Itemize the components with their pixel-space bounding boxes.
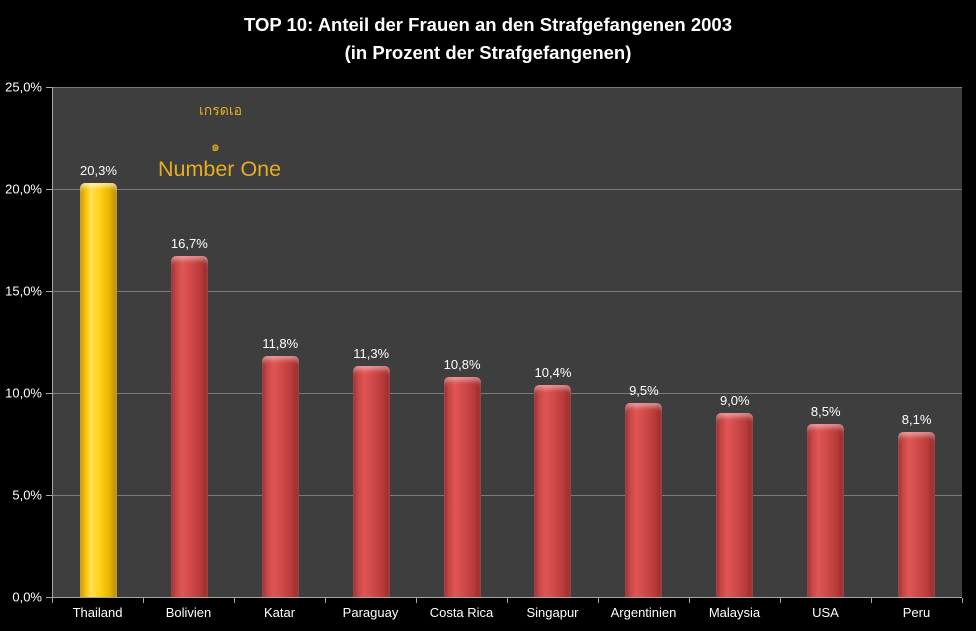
bar-series: 20,3% 16,7% 11,8% 11,3% 10,8% 10,4% 9,5% 9,0% 8,… [53, 87, 962, 597]
x-label-singapur: Singapur [526, 605, 579, 620]
chart-title-line2: (in Prozent der Strafgefangenen) [344, 42, 632, 63]
y-tick-mark [46, 189, 52, 190]
x-tick-mark [780, 598, 781, 603]
x-tick-mark [325, 598, 326, 603]
bar-slot-bolivien: 16,7% [144, 87, 235, 597]
bar-value-label: 10,4% [534, 364, 572, 380]
x-axis-ticks [52, 598, 963, 603]
y-tick-label: 25,0% [5, 79, 42, 95]
bar-slot-paraguay: 11,3% [326, 87, 417, 597]
y-tick-mark [46, 87, 52, 88]
bar-value-label: 16,7% [170, 236, 208, 252]
x-label-malaysia: Malaysia [708, 605, 761, 620]
annotation-thai-numeral-one: ๑ [211, 138, 220, 154]
x-label-costa-rica: Costa Rica [429, 605, 494, 620]
bar-value-label: 8,1% [901, 411, 932, 427]
x-tick-mark [234, 598, 235, 603]
y-axis: 0,0% 5,0% 10,0% 15,0% 20,0% 25,0% [0, 80, 52, 605]
x-tick-mark [143, 598, 144, 603]
bar-slot-katar: 11,8% [235, 87, 326, 597]
x-label-katar: Katar [263, 605, 296, 620]
bar-costa-rica [443, 376, 481, 597]
y-tick-mark [46, 597, 52, 598]
y-tick-label: 15,0% [5, 283, 42, 299]
bar-slot-costa-rica: 10,8% [417, 87, 508, 597]
y-tick-label: 0,0% [12, 589, 42, 605]
x-label-usa: USA [812, 605, 839, 620]
bar-bolivien [170, 256, 208, 597]
bar-value-label: 11,8% [262, 336, 299, 352]
bar-peru [898, 431, 936, 597]
x-tick-mark [962, 598, 963, 603]
bar-slot-singapur: 10,4% [508, 87, 599, 597]
x-tick-mark [871, 598, 872, 603]
y-tick-label: 10,0% [5, 385, 42, 401]
gridline [53, 393, 962, 394]
annotation-number-one: Number One [158, 157, 282, 181]
bar-slot-argentinien: 9,5% [598, 87, 689, 597]
bar-singapur [534, 384, 572, 597]
chart-title-block: TOP 10: Anteil der Frauen an den Strafge… [0, 11, 976, 67]
x-tick-mark [598, 598, 599, 603]
gridline [53, 87, 962, 88]
bar-value-label: 20,3% [80, 162, 117, 178]
bar-value-label: 10,8% [443, 356, 481, 372]
chart-title-line1: TOP 10: Anteil der Frauen an den Strafge… [244, 14, 732, 35]
bar-usa [807, 423, 845, 597]
plot-area: 20,3% 16,7% 11,8% 11,3% 10,8% 10,4% 9,5% 9,0% 8,… [52, 87, 962, 598]
bar-malaysia [716, 413, 754, 597]
x-label-paraguay: Paraguay [342, 605, 399, 620]
x-tick-mark [689, 598, 690, 603]
x-label-argentinien: Argentinien [610, 605, 677, 620]
bar-slot-usa: 8,5% [780, 87, 871, 597]
bar-thailand [79, 182, 117, 597]
bar-value-label: 9,5% [629, 383, 659, 399]
bar-slot-peru: 8,1% [871, 87, 962, 597]
x-tick-mark [416, 598, 417, 603]
x-tick-mark [507, 598, 508, 603]
y-tick-mark [46, 495, 52, 496]
x-label-bolivien: Bolivien [165, 605, 212, 620]
bar-slot-thailand: 20,3% [53, 87, 144, 597]
gridline [53, 291, 962, 292]
gridline [53, 189, 962, 190]
y-tick-label: 20,0% [5, 181, 42, 197]
x-axis-labels: Thailand Bolivien Katar Paraguay Costa Rica S… [52, 605, 962, 620]
x-tick-mark [52, 598, 53, 603]
y-tick-mark [46, 291, 52, 292]
bar-value-label: 9,0% [719, 393, 750, 409]
bar-katar [261, 356, 299, 597]
bar-value-label: 11,3% [353, 346, 390, 362]
gridline [53, 495, 962, 496]
bar-paraguay [352, 366, 390, 597]
bar-value-label: 8,5% [810, 403, 841, 419]
y-tick-label: 5,0% [12, 487, 42, 503]
annotation-thai-grade: เกรดเอ [199, 102, 243, 118]
x-label-peru: Peru [902, 605, 931, 620]
x-label-thailand: Thailand [72, 605, 123, 620]
bar-slot-malaysia: 9,0% [689, 87, 780, 597]
bar-argentinien [625, 403, 663, 597]
y-tick-mark [46, 393, 52, 394]
